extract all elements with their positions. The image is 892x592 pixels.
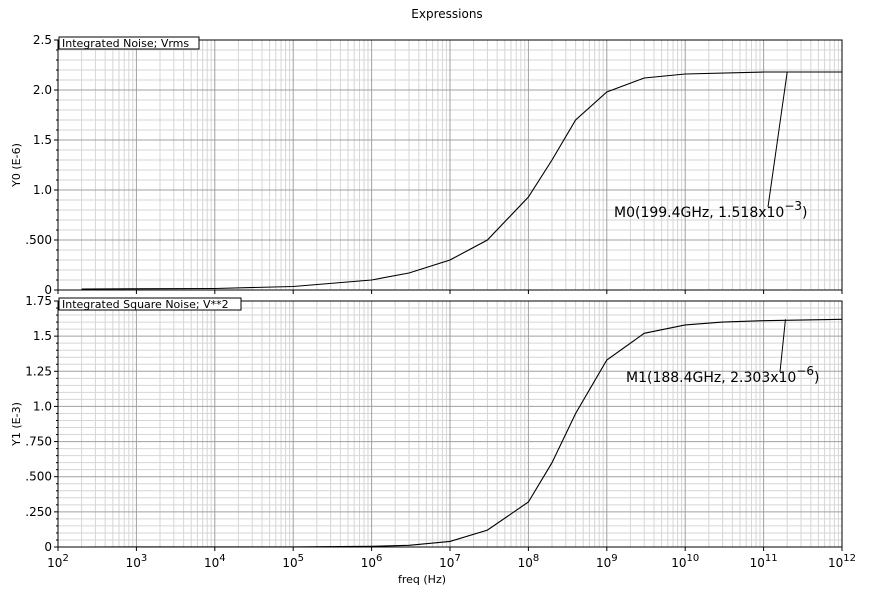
x-tick-label: 106 <box>361 553 383 570</box>
marker-leader-line <box>779 319 786 373</box>
chart-panel-1: 0 .250 .500 .750 1.0 1.25 1.5 1.75 Y1 (E-3) 102 10… <box>10 294 856 586</box>
y-axis-label: Y1 (E-3) <box>10 402 23 447</box>
y-tick-label: 1.0 <box>33 183 52 197</box>
x-tick-label: 104 <box>204 553 226 570</box>
panel-title-box <box>58 297 242 311</box>
panel-title: Integrated Square Noise; V**2 <box>58 297 242 311</box>
marker-label: M1(188.4GHz, 2.303x10−6) <box>626 364 820 386</box>
x-tick-label: 1010 <box>671 553 699 570</box>
marker-leader-line <box>767 71 788 208</box>
panel-title-text: Integrated Noise; Vrms <box>62 37 189 50</box>
y-tick-label: 0 <box>44 540 52 554</box>
y-tick-label: 1.25 <box>25 364 52 378</box>
y-tick-label: .500 <box>25 233 52 247</box>
y-tick-label: 0 <box>44 283 52 297</box>
x-axis-label: freq (Hz) <box>398 573 446 586</box>
x-tick-label: 107 <box>439 553 461 570</box>
grid <box>57 300 843 548</box>
chart-panel-0: 0 .500 1.0 1.5 2.0 2.5 Y0 (E-6) Integrated Nois… <box>10 33 843 297</box>
panel-title-box <box>58 36 200 50</box>
y-tick-label: 2.5 <box>33 33 52 47</box>
x-tick-label: 108 <box>518 553 540 570</box>
y-tick-label: 1.0 <box>33 399 52 413</box>
series-line-0 <box>81 71 842 290</box>
series-line-0 <box>81 318 843 548</box>
x-tick-label: 103 <box>126 553 148 570</box>
y-tick-label: 2.0 <box>33 83 52 97</box>
x-tick-label: 1011 <box>750 553 778 570</box>
y-tick-label: 1.5 <box>33 329 52 343</box>
panel-title: Integrated Noise; Vrms <box>58 36 200 50</box>
y-tick-label: .500 <box>25 470 52 484</box>
y-tick-label: 1.5 <box>33 133 52 147</box>
x-tick-label: 1012 <box>828 553 856 570</box>
marker-label: M0(199.4GHz, 1.518x10−3) <box>614 199 808 221</box>
y-axis-label: Y0 (E-6) <box>10 143 23 188</box>
panel-title-text: Integrated Square Noise; V**2 <box>62 298 229 311</box>
y-tick-label: .750 <box>25 435 52 449</box>
y-tick-label: .250 <box>25 505 52 519</box>
window-title: Expressions <box>411 7 482 21</box>
x-tick-label: 105 <box>282 553 304 570</box>
y-tick-label: 1.75 <box>25 294 52 308</box>
x-tick-label: 102 <box>47 553 69 570</box>
x-tick-label: 109 <box>596 553 618 570</box>
